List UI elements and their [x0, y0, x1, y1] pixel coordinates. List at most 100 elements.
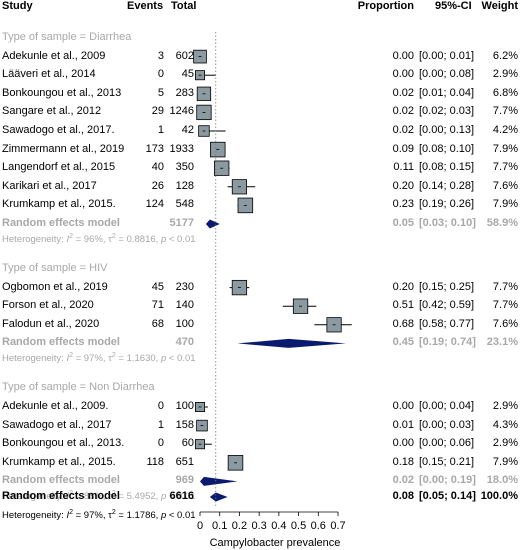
study-weight: 4.2%	[492, 124, 518, 136]
study-name: Bonkoungou et al., 2013	[2, 86, 122, 99]
x-tick-label: 0.2	[231, 520, 248, 532]
study-name: Sawadogo et al., 2017.	[2, 124, 115, 136]
model-total: 6616	[169, 490, 194, 502]
study-events: 124	[145, 198, 164, 211]
heterogeneity-part: I	[66, 234, 70, 245]
model-label: Random effects model	[2, 490, 120, 502]
heterogeneity-part: 2	[69, 490, 73, 498]
study-weight: 2.9%	[492, 400, 518, 412]
x-tick-label: 0.3	[251, 520, 267, 532]
subgroup-label: Type of sample = Non Diarrhea	[2, 381, 155, 394]
study-ci: [0.00; 0.13]	[419, 124, 475, 136]
study-name: Karikari et al., 2017	[2, 179, 97, 192]
model-ci: [0.05; 0.14]	[419, 490, 476, 502]
x-tick-label: 0.4	[271, 520, 287, 532]
subgroup-label: Type of sample = HIV	[2, 262, 108, 274]
study-total: 45	[181, 68, 194, 81]
pooled-diamond	[237, 338, 346, 348]
study-ci: [0.08; 0.10]	[419, 142, 475, 155]
x-tick-label: 0.7	[330, 520, 346, 532]
study-weight: 7.6%	[492, 179, 518, 192]
heterogeneity-part: Heterogeneity:	[2, 491, 67, 503]
heterogeneity-part: = 0.8816,	[115, 234, 161, 245]
heterogeneity-part: Heterogeneity:	[2, 353, 67, 365]
heterogeneity-part: 2	[111, 508, 116, 516]
study-ci: [0.00; 0.03]	[419, 418, 475, 431]
x-tick-label: 0.5	[290, 520, 307, 532]
study-name: Adekunle et al., 2009	[2, 49, 106, 62]
heterogeneity-part: = 1.1786,	[115, 510, 161, 521]
study-ci: [0.00; 0.08]	[419, 68, 475, 81]
study-weight: 2.9%	[492, 68, 518, 81]
model-label: Random effects model	[2, 474, 120, 487]
x-tick-label: 0.1	[212, 520, 228, 532]
study-total: 1246	[169, 105, 194, 118]
header-weight: Weight	[481, 0, 518, 12]
study-events: 1	[157, 418, 164, 431]
heterogeneity-part: 2	[69, 508, 73, 516]
study-proportion: 0.00	[392, 68, 414, 81]
header-ci: 95%-CI	[435, 0, 472, 12]
study-events: 71	[151, 299, 164, 312]
study-events: 5	[157, 86, 164, 99]
study-name: Bonkoungou et al., 2013.	[2, 437, 125, 450]
study-ci: [0.58; 0.77]	[419, 317, 475, 330]
heterogeneity-part: = 5.4952,	[115, 491, 161, 503]
study-weight: 7.7%	[492, 161, 518, 174]
study-total: 140	[175, 299, 194, 312]
study-events: 1	[157, 124, 164, 136]
study-proportion: 0.68	[392, 317, 414, 330]
heterogeneity-part: I	[66, 353, 70, 365]
study-name: Lääveri et al., 2014	[2, 68, 96, 81]
model-weight: 100.0%	[480, 490, 518, 502]
model-ci: [0.19; 0.74]	[419, 336, 476, 349]
study-total: 158	[175, 418, 194, 431]
study-total: 1933	[169, 142, 194, 155]
heterogeneity-part: = 97%, τ	[72, 510, 112, 521]
subgroup-heterogeneity: Heterogeneity: I2 = 96%, τ2 = 0.8816, p …	[2, 233, 196, 246]
study-events: 0	[157, 68, 164, 81]
study-name: Sangare et al., 2012	[2, 105, 102, 118]
study-name: Adekunle et al., 2009.	[2, 400, 109, 412]
heterogeneity-part: = 96%, τ	[72, 234, 112, 245]
heterogeneity-part: 2	[111, 352, 116, 360]
header-events: Events	[127, 0, 164, 12]
study-total: 100	[175, 400, 194, 412]
heterogeneity-part: < 0.01	[166, 353, 196, 365]
study-ci: [0.02; 0.03]	[419, 105, 475, 118]
subgroup-label: Type of sample = Diarrhea	[2, 31, 132, 43]
study-events: 45	[151, 280, 164, 293]
study-ci: [0.00; 0.06]	[419, 437, 475, 450]
study-proportion: 0.23	[392, 198, 414, 211]
x-axis-label: Campylobacter prevalence	[209, 537, 341, 549]
study-weight: 7.7%	[492, 105, 518, 118]
study-ci: [0.15; 0.21]	[419, 455, 475, 468]
study-weight: 7.7%	[492, 280, 518, 293]
header-study: Study	[2, 0, 33, 12]
study-weight: 6.2%	[492, 49, 518, 62]
study-proportion: 0.02	[392, 124, 414, 136]
subgroup-heterogeneity: Heterogeneity: I2 = 88%, τ2 = 5.4952, p …	[2, 490, 196, 503]
study-events: 0	[157, 400, 164, 412]
study-ci: [0.14; 0.28]	[419, 179, 475, 192]
heterogeneity-part: 2	[69, 232, 73, 240]
study-total: 651	[175, 455, 194, 468]
study-total: 100	[175, 317, 194, 330]
study-ci: [0.08; 0.15]	[419, 161, 475, 174]
study-name: Ogbomon et al., 2019	[2, 280, 108, 293]
study-proportion: 0.51	[392, 299, 414, 312]
model-ci: [0.03; 0.10]	[419, 217, 476, 229]
study-events: 173	[145, 142, 164, 155]
study-name: Krumkamp et al., 2015.	[2, 455, 116, 468]
model-weight: 18.0%	[486, 474, 518, 487]
study-proportion: 0.00	[392, 437, 414, 450]
model-proportion: 0.45	[392, 336, 414, 349]
study-weight: 2.9%	[492, 437, 518, 450]
study-name: Sawadogo et al., 2017	[2, 418, 112, 431]
heterogeneity-part: I	[66, 491, 70, 503]
study-proportion: 0.00	[392, 400, 414, 412]
study-events: 3	[157, 49, 164, 62]
study-total: 42	[181, 124, 194, 136]
heterogeneity-part: < 0.01	[166, 491, 196, 503]
